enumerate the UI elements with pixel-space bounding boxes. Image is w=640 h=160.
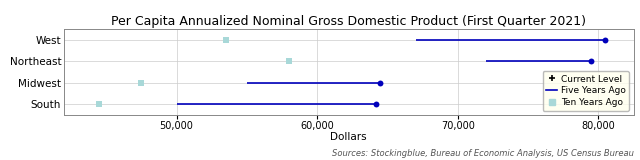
Point <box>94 103 104 106</box>
Point <box>136 82 147 84</box>
Text: Sources: Stockingblue, Bureau of Economic Analysis, US Census Bureau: Sources: Stockingblue, Bureau of Economi… <box>332 149 634 158</box>
Point <box>375 82 385 84</box>
Point <box>221 38 231 41</box>
Point <box>600 38 611 41</box>
Point <box>371 103 381 106</box>
Legend: Current Level, Five Years Ago, Ten Years Ago: Current Level, Five Years Ago, Ten Years… <box>543 71 629 111</box>
Point <box>284 60 294 63</box>
Point <box>586 60 596 63</box>
Title: Per Capita Annualized Nominal Gross Domestic Product (First Quarter 2021): Per Capita Annualized Nominal Gross Dome… <box>111 15 586 28</box>
X-axis label: Dollars: Dollars <box>330 132 367 142</box>
